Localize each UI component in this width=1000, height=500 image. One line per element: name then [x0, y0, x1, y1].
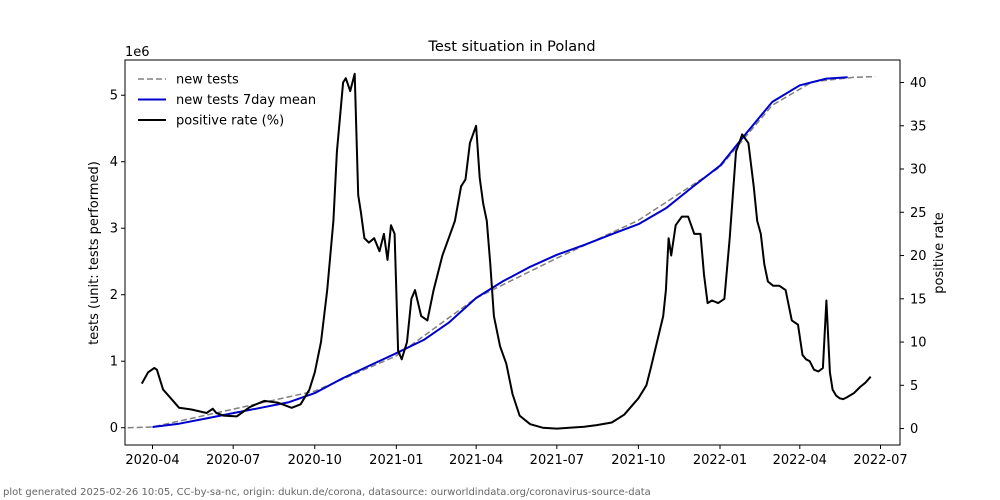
plot-area [124, 59, 901, 446]
y2-tick-label: 35 [910, 119, 927, 134]
y2-tick-label: 25 [910, 206, 927, 221]
legend-label: positive rate (%) [176, 114, 284, 129]
x-ticks: 2020-04 2020-07 2020-10 2021-01 2021-04 2021-… [125, 445, 908, 468]
y2-tick-label: 30 [910, 163, 927, 178]
series-layer [127, 72, 876, 430]
positive-rate-line [140, 72, 872, 430]
footer-credit: plot generated 2025-02-26 10:05, CC-by-s… [3, 487, 651, 498]
y2-tick-label: 10 [910, 336, 927, 351]
y2-tick-label: 0 [910, 422, 918, 437]
y-scale-label: 1e6 [125, 45, 150, 60]
y-ticks: 0 1 2 3 4 5 [110, 89, 125, 436]
y-tick-label: 2 [110, 288, 118, 303]
y2-axis-label: positive rate [932, 212, 947, 294]
x-tick-label: 2022-07 [853, 453, 907, 468]
x-tick-label: 2020-04 [125, 453, 179, 468]
x-tick-label: 2021-10 [611, 453, 665, 468]
legend-label: new tests [176, 73, 239, 88]
y2-tick-label: 40 [910, 76, 927, 91]
y2-tick-label: 15 [910, 292, 927, 307]
x-tick-label: 2021-04 [449, 453, 503, 468]
legend-label: new tests 7day mean [176, 93, 316, 108]
x-tick-label: 2020-07 [206, 453, 260, 468]
chart-title: Test situation in Poland [427, 39, 595, 55]
y-tick-label: 3 [110, 222, 118, 237]
x-tick-label: 2022-04 [773, 453, 827, 468]
x-tick-label: 2020-10 [288, 453, 342, 468]
y-tick-label: 5 [110, 89, 118, 104]
y-tick-label: 0 [110, 421, 118, 436]
y-tick-label: 1 [110, 355, 118, 370]
y2-tick-label: 5 [910, 379, 918, 394]
x-tick-label: 2022-01 [693, 453, 747, 468]
y-axis-label: tests (unit: tests performed) [87, 161, 102, 345]
x-tick-label: 2021-01 [369, 453, 423, 468]
y2-ticks: 0 5 10 15 20 25 30 35 40 [900, 76, 927, 437]
y-tick-label: 4 [110, 155, 118, 170]
y2-tick-label: 20 [910, 249, 927, 264]
legend: new tests new tests 7day mean positive rat… [138, 73, 316, 129]
x-tick-label: 2021-07 [530, 453, 584, 468]
